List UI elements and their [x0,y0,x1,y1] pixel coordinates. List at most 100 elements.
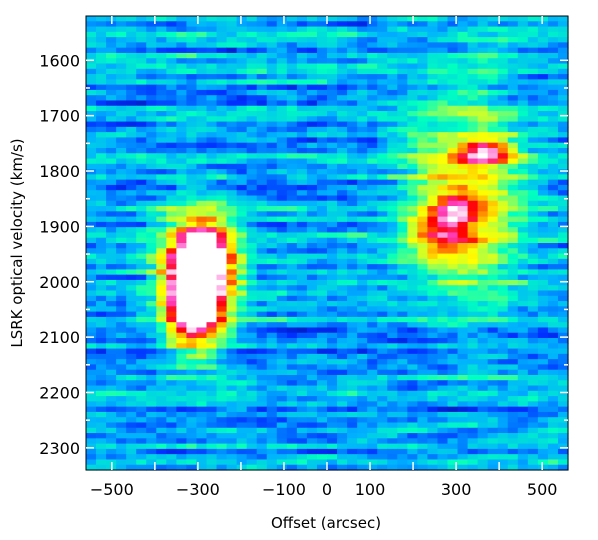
y-axis-label: LSRK optical velocity (km/s) [8,138,26,347]
heatmap-cell [166,137,177,144]
heatmap-cell [507,31,519,38]
heatmap-cell [146,433,157,439]
heatmap-cell [497,79,509,86]
heatmap-cell [417,448,429,455]
heatmap-cell [196,396,208,402]
heatmap-cell [547,427,559,434]
heatmap-cell [327,126,338,133]
heatmap-cell [347,132,358,139]
heatmap-cell [507,179,519,186]
heatmap-cell [507,200,519,207]
heatmap-cell [96,200,107,207]
heatmap-cell [156,295,167,302]
heatmap-cell [226,158,238,165]
heatmap-cell [236,359,248,366]
heatmap-cell [547,369,559,376]
heatmap-cell [216,248,228,255]
heatmap-cell [186,47,198,54]
heatmap-cell [397,31,408,38]
heatmap-cell [327,243,338,249]
heatmap-cell [367,401,378,408]
heatmap-cell [256,396,268,402]
heatmap-cell [407,411,418,418]
heatmap-cell [226,79,238,86]
heatmap-cell [116,269,127,276]
heatmap-cell [136,111,147,117]
heatmap-cell [226,37,238,43]
heatmap-cell [166,327,177,334]
heatmap-cell [286,311,298,318]
heatmap-cell [417,295,429,302]
heatmap-cell [377,253,388,260]
heatmap-cell [547,411,559,418]
heatmap-cell [216,369,228,376]
heatmap-cell [397,153,408,160]
heatmap-cell [316,243,328,249]
heatmap-cell [216,37,228,43]
heatmap-cell [387,190,398,197]
heatmap-cell [256,206,268,212]
heatmap-cell [286,126,298,133]
heatmap-cell [236,301,248,307]
heatmap-cell [447,216,459,223]
heatmap-cell [507,253,519,260]
heatmap-cell [367,26,378,33]
heatmap-cell [367,89,378,96]
heatmap-cell [146,364,157,371]
heatmap-cell [176,16,188,22]
heatmap-cell [517,380,529,387]
heatmap-cell [337,248,348,255]
heatmap-cell [196,343,208,350]
heatmap-cell [276,396,288,402]
heatmap-cell [477,438,489,445]
heatmap-cell [377,105,388,112]
heatmap-cell [507,68,519,75]
heatmap-cell [166,227,177,234]
heatmap-cell [527,84,539,91]
heatmap-cell [116,348,127,355]
heatmap-cell [96,52,107,59]
heatmap-cell [367,95,378,102]
heatmap-cell [106,26,117,33]
heatmap-cell [276,206,288,212]
heatmap-cell [286,58,298,65]
heatmap-cell [407,137,418,144]
heatmap-cell [417,232,429,239]
heatmap-cell [106,74,117,80]
heatmap-cell [306,396,318,402]
heatmap-cell [246,211,258,218]
heatmap-cell [176,274,188,281]
heatmap-cell [136,427,147,434]
heatmap-cell [437,221,449,228]
heatmap-cell [236,338,248,344]
heatmap-cell [166,74,177,80]
heatmap-cell [306,89,318,96]
heatmap-cell [447,58,459,65]
heatmap-cell [156,137,167,144]
heatmap-cell [427,348,439,355]
heatmap-cell [136,121,147,128]
heatmap-cell [407,269,418,276]
heatmap-cell [216,290,228,297]
heatmap-cell [276,269,288,276]
heatmap-cell [487,137,499,144]
heatmap-cell [156,348,167,355]
heatmap-cell [266,406,278,413]
heatmap-cell [367,322,378,329]
heatmap-cell [457,163,469,170]
heatmap-cell [387,200,398,207]
heatmap-cell [417,290,429,297]
heatmap-cell [397,216,408,223]
heatmap-cell [347,58,358,65]
heatmap-cell [296,121,308,128]
heatmap-cell [537,31,549,38]
heatmap-cell [256,221,268,228]
heatmap-cell [387,438,398,445]
heatmap-cell [387,89,398,96]
heatmap-cell [527,295,539,302]
heatmap-cell [547,290,559,297]
heatmap-cell [116,417,127,424]
heatmap-cell [196,68,208,75]
heatmap-cell [327,100,338,107]
heatmap-cell [286,338,298,344]
